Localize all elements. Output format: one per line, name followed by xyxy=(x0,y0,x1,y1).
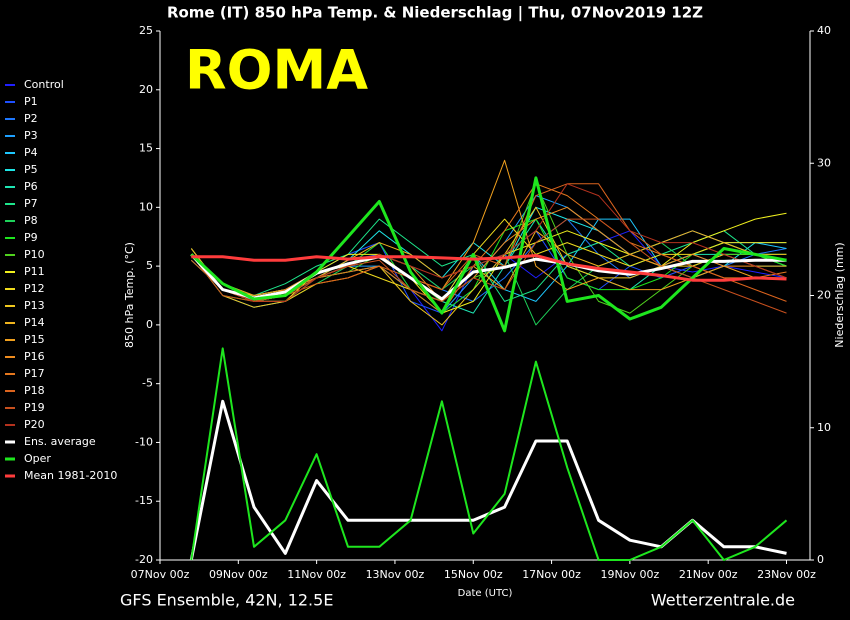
legend-label: P3 xyxy=(24,129,38,142)
y-tick-label: -5 xyxy=(142,377,153,390)
temp-line xyxy=(190,253,787,301)
legend-label: P10 xyxy=(24,248,45,261)
chart-title: Rome (IT) 850 hPa Temp. & Niederschlag |… xyxy=(167,4,703,23)
x-tick-label: 19Nov 00z xyxy=(601,568,660,581)
legend-label: Oper xyxy=(24,452,51,465)
legend-label: P11 xyxy=(24,265,45,278)
y-tick-label: 10 xyxy=(139,200,153,213)
x-tick-label: 21Nov 00z xyxy=(679,568,738,581)
legend-label: P15 xyxy=(24,333,45,346)
legend-label: P20 xyxy=(24,418,45,431)
legend-label: P18 xyxy=(24,384,45,397)
y2-tick-label: 10 xyxy=(817,421,831,434)
y2-tick-label: 40 xyxy=(817,24,831,37)
legend-label: P13 xyxy=(24,299,45,312)
legend-label: P2 xyxy=(24,112,38,125)
x-tick-label: 13Nov 00z xyxy=(366,568,425,581)
x-tick-label: 17Nov 00z xyxy=(522,568,581,581)
x-tick-label: 11Nov 00z xyxy=(287,568,346,581)
legend-label: P12 xyxy=(24,282,45,295)
y-tick-label: -15 xyxy=(135,494,153,507)
precip-line xyxy=(190,347,788,561)
legend-label: P19 xyxy=(24,401,45,414)
legend-label: Ens. average xyxy=(24,435,96,448)
x-tick-label: 09Nov 00z xyxy=(209,568,268,581)
y-axis-label: 850 hPa Temp. (°C) xyxy=(123,242,136,348)
source-right: Wetterzentrale.de xyxy=(651,591,795,610)
temp-line xyxy=(191,254,787,282)
temp-line xyxy=(190,183,787,302)
y-tick-label: 5 xyxy=(146,259,153,272)
y-tick-label: 0 xyxy=(146,318,153,331)
x-tick-label: 15Nov 00z xyxy=(444,568,503,581)
legend-label: P17 xyxy=(24,367,45,380)
y2-axis-label: Niederschlag (mm) xyxy=(833,242,846,347)
legend-label: P14 xyxy=(24,316,45,329)
legend-label: P5 xyxy=(24,163,38,176)
legend-label: Control xyxy=(24,78,64,91)
legend-label: P9 xyxy=(24,231,38,244)
legend-label: P1 xyxy=(24,95,38,108)
x-axis-label: Date (UTC) xyxy=(458,588,513,599)
y-tick-label: 15 xyxy=(139,142,153,155)
y-tick-label: 25 xyxy=(139,24,153,37)
y2-tick-label: 30 xyxy=(817,156,831,169)
x-tick-label: 07Nov 00z xyxy=(131,568,190,581)
legend-label: P7 xyxy=(24,197,38,210)
annotation: ROMA xyxy=(185,39,368,102)
legend-label: P6 xyxy=(24,180,38,193)
legend-label: Mean 1981-2010 xyxy=(24,469,117,482)
y-tick-label: 20 xyxy=(139,83,153,96)
temp-line xyxy=(190,206,787,326)
source-left: GFS Ensemble, 42N, 12.5E xyxy=(120,591,333,610)
temp-line xyxy=(190,176,787,333)
legend-label: P8 xyxy=(24,214,38,227)
y2-tick-label: 20 xyxy=(817,289,831,302)
x-tick-label: 23Nov 00z xyxy=(757,568,816,581)
y-tick-label: -20 xyxy=(135,553,153,566)
y2-tick-label: 0 xyxy=(817,553,824,566)
y-tick-label: -10 xyxy=(135,435,153,448)
legend-label: P4 xyxy=(24,146,38,159)
legend-label: P16 xyxy=(24,350,45,363)
